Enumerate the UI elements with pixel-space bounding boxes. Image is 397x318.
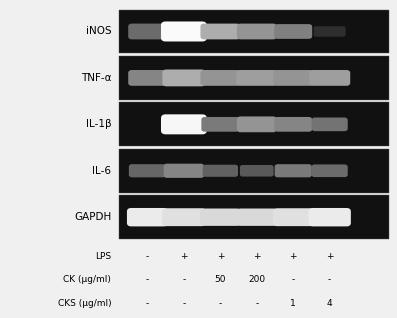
Text: 4: 4 [327, 299, 332, 308]
Bar [119, 10, 389, 53]
Text: -: - [255, 299, 258, 308]
FancyBboxPatch shape [161, 22, 207, 41]
Bar [119, 102, 389, 146]
Text: -: - [146, 275, 149, 284]
FancyBboxPatch shape [128, 24, 167, 39]
FancyBboxPatch shape [164, 164, 204, 178]
FancyBboxPatch shape [162, 208, 206, 226]
Text: +: + [253, 252, 260, 261]
Text: -: - [219, 299, 222, 308]
FancyBboxPatch shape [275, 164, 312, 177]
Text: -: - [146, 252, 149, 261]
FancyBboxPatch shape [274, 117, 312, 132]
FancyBboxPatch shape [312, 164, 348, 177]
Text: GAPDH: GAPDH [74, 212, 111, 222]
FancyBboxPatch shape [162, 70, 205, 86]
FancyBboxPatch shape [129, 164, 166, 177]
FancyBboxPatch shape [240, 165, 274, 176]
Bar [119, 149, 389, 193]
FancyBboxPatch shape [127, 208, 168, 226]
Text: -: - [328, 275, 331, 284]
FancyBboxPatch shape [273, 70, 313, 86]
Text: IL-1β: IL-1β [85, 119, 111, 129]
Text: 200: 200 [248, 275, 265, 284]
Text: CKS (μg/ml): CKS (μg/ml) [58, 299, 111, 308]
Text: +: + [289, 252, 297, 261]
FancyBboxPatch shape [202, 165, 238, 177]
Text: TNF-α: TNF-α [81, 73, 111, 83]
Text: -: - [146, 299, 149, 308]
FancyBboxPatch shape [308, 208, 351, 226]
Bar [119, 56, 389, 100]
Text: -: - [292, 275, 295, 284]
Bar [119, 195, 389, 239]
Text: CK (μg/ml): CK (μg/ml) [63, 275, 111, 284]
Text: -: - [182, 275, 185, 284]
FancyBboxPatch shape [200, 70, 240, 86]
Text: IL-6: IL-6 [92, 166, 111, 176]
FancyBboxPatch shape [273, 208, 314, 226]
Text: -: - [182, 299, 185, 308]
FancyBboxPatch shape [201, 117, 239, 132]
FancyBboxPatch shape [237, 116, 277, 132]
FancyBboxPatch shape [237, 24, 277, 39]
Text: +: + [326, 252, 333, 261]
FancyBboxPatch shape [314, 26, 346, 37]
Text: 1: 1 [290, 299, 296, 308]
Text: LPS: LPS [95, 252, 111, 261]
Text: +: + [180, 252, 188, 261]
FancyBboxPatch shape [312, 117, 348, 131]
FancyBboxPatch shape [128, 70, 167, 86]
FancyBboxPatch shape [237, 209, 277, 226]
Text: 50: 50 [215, 275, 226, 284]
FancyBboxPatch shape [161, 114, 207, 134]
Text: +: + [217, 252, 224, 261]
FancyBboxPatch shape [309, 70, 350, 86]
FancyBboxPatch shape [274, 24, 312, 39]
FancyBboxPatch shape [236, 70, 278, 86]
Text: iNOS: iNOS [85, 26, 111, 37]
FancyBboxPatch shape [200, 24, 240, 39]
FancyBboxPatch shape [200, 209, 241, 226]
